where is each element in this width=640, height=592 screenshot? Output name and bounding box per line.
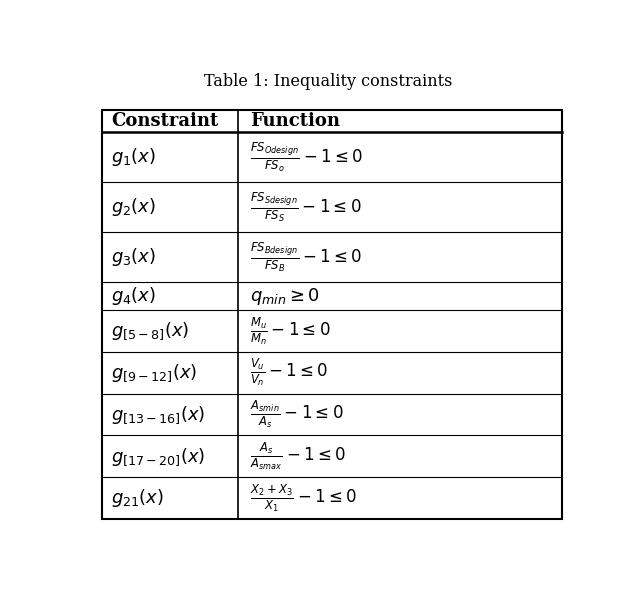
Bar: [102, 110, 562, 519]
Text: $\frac{A_{smin}}{A_s} - 1 \leq 0$: $\frac{A_{smin}}{A_s} - 1 \leq 0$: [250, 398, 344, 430]
Text: $g_{[13-16]}(x)$: $g_{[13-16]}(x)$: [111, 404, 205, 425]
Text: $g_4(x)$: $g_4(x)$: [111, 285, 156, 307]
Text: $q_{min} \geq 0$: $q_{min} \geq 0$: [250, 286, 320, 307]
Text: $g_2(x)$: $g_2(x)$: [111, 196, 156, 218]
Text: $\frac{FS_{Odesign}}{FS_o} - 1 \leq 0$: $\frac{FS_{Odesign}}{FS_o} - 1 \leq 0$: [250, 140, 363, 174]
Text: $g_{21}(x)$: $g_{21}(x)$: [111, 487, 164, 509]
Text: $g_1(x)$: $g_1(x)$: [111, 146, 156, 168]
Text: $g_3(x)$: $g_3(x)$: [111, 246, 156, 268]
Text: $\frac{V_u}{V_n} - 1 \leq 0$: $\frac{V_u}{V_n} - 1 \leq 0$: [250, 357, 329, 388]
Text: $\frac{M_u}{M_n} - 1 \leq 0$: $\frac{M_u}{M_n} - 1 \leq 0$: [250, 315, 331, 347]
Text: $g_{[9-12]}(x)$: $g_{[9-12]}(x)$: [111, 362, 198, 383]
Text: $\frac{FS_{Bdesign}}{FS_B} - 1 \leq 0$: $\frac{FS_{Bdesign}}{FS_B} - 1 \leq 0$: [250, 240, 362, 274]
Text: Constraint: Constraint: [111, 112, 218, 130]
Text: $\frac{X_2 + X_3}{X_1} - 1 \leq 0$: $\frac{X_2 + X_3}{X_1} - 1 \leq 0$: [250, 482, 357, 514]
Text: Function: Function: [250, 112, 340, 130]
Text: $\frac{A_s}{A_{smax}} - 1 \leq 0$: $\frac{A_s}{A_{smax}} - 1 \leq 0$: [250, 440, 346, 472]
Text: $\frac{FS_{Sdesign}}{FS_S} - 1 \leq 0$: $\frac{FS_{Sdesign}}{FS_S} - 1 \leq 0$: [250, 191, 362, 224]
Text: $g_{[5-8]}(x)$: $g_{[5-8]}(x)$: [111, 320, 189, 342]
Text: Table 1: Inequality constraints: Table 1: Inequality constraints: [204, 73, 452, 90]
Text: $g_{[17-20]}(x)$: $g_{[17-20]}(x)$: [111, 446, 205, 466]
